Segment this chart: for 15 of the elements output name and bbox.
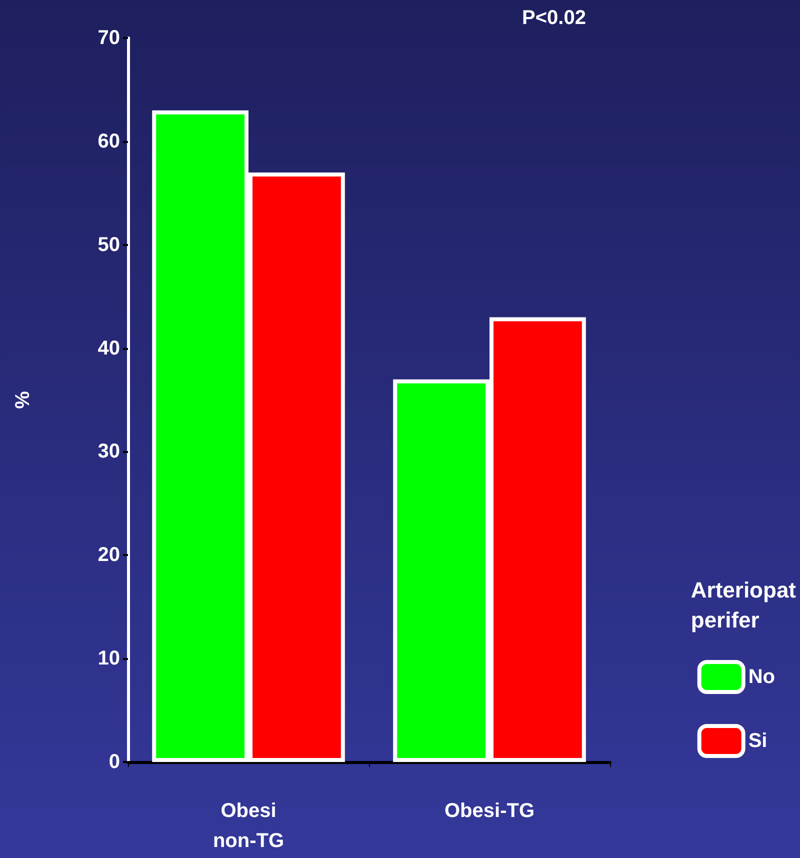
y-tick-label: 30 <box>98 440 120 463</box>
x-tick-label: Obesi-TG <box>444 800 535 822</box>
y-axis-title: % <box>12 390 34 409</box>
y-tick-label: 10 <box>98 648 120 670</box>
y-tick-label: 40 <box>98 337 120 360</box>
y-tick-label: 50 <box>98 234 120 256</box>
legend-title: Arteriopat perifer <box>690 578 797 632</box>
y-tick-label: 20 <box>98 544 120 566</box>
y-tick-label: 0 <box>108 751 120 773</box>
y-tick-label: 70 <box>98 27 120 49</box>
x-tick-label: Obesi non-TG <box>212 800 284 852</box>
legend-label: Si <box>748 730 768 752</box>
text: P<0.02 <box>522 7 586 29</box>
y-tick-label: 60 <box>98 130 120 152</box>
legend-label: No <box>748 666 776 688</box>
